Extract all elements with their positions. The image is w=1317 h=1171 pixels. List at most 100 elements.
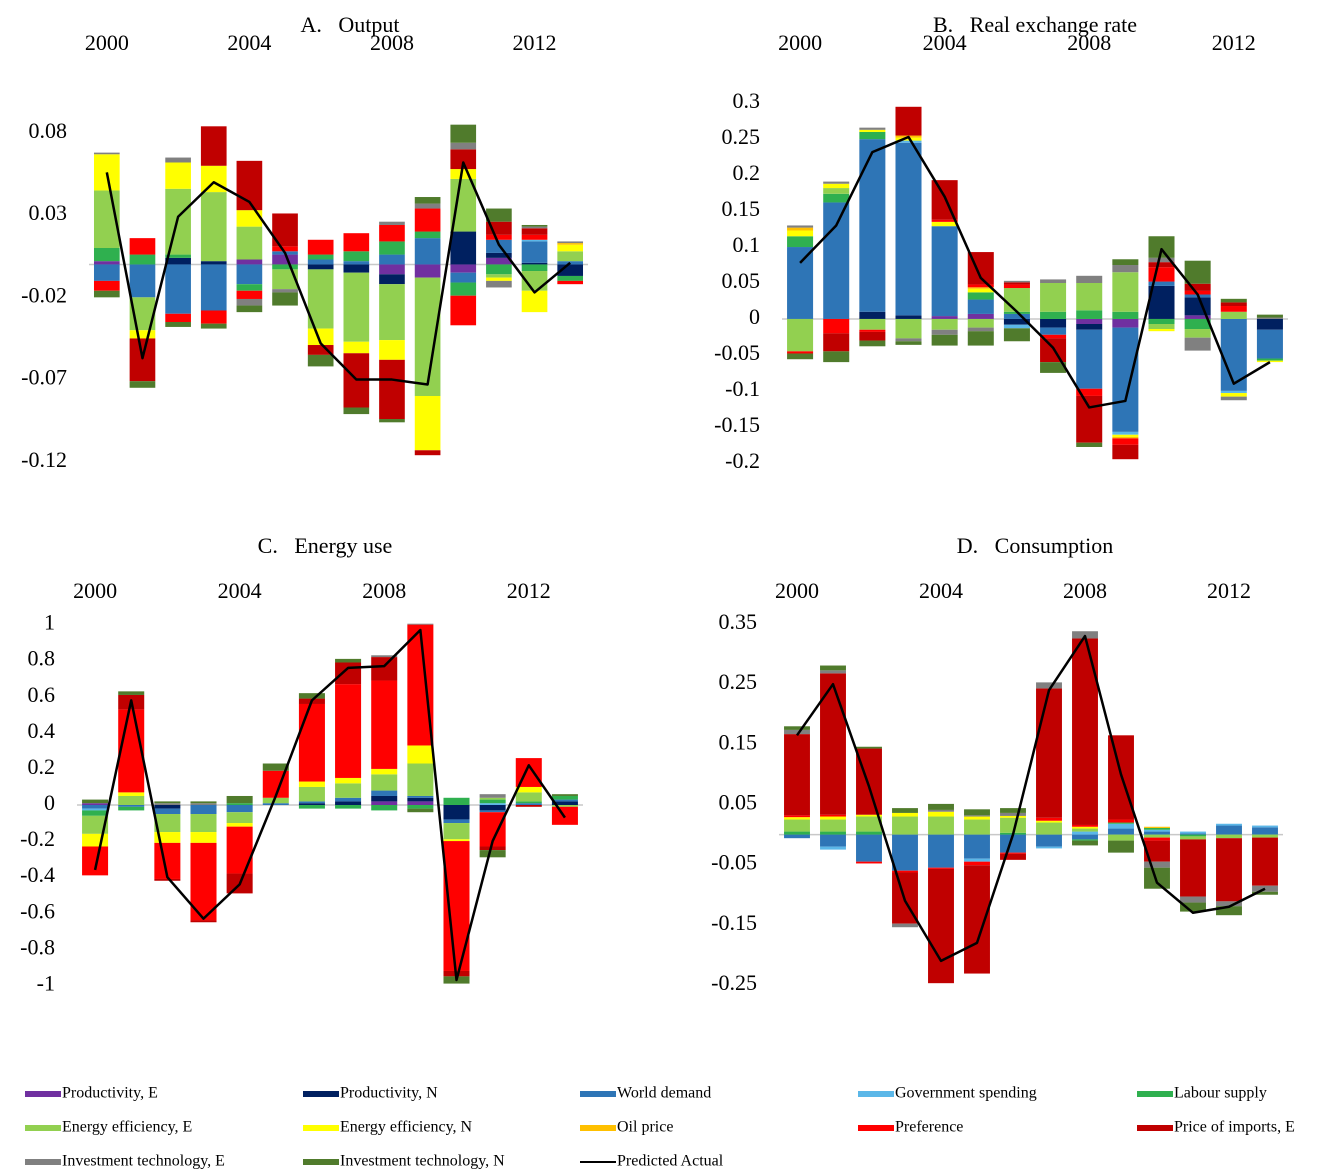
bar-segment — [1040, 327, 1067, 335]
bar-segment — [93, 248, 120, 262]
bar-segment — [371, 655, 398, 658]
legend-swatch — [303, 1159, 339, 1165]
bar-segment — [165, 157, 191, 163]
bar-segment — [895, 315, 922, 319]
bar-segment — [931, 318, 958, 330]
y-tick-label: 0.4 — [28, 718, 56, 743]
bar-segment — [1180, 839, 1206, 897]
bar-segment — [859, 311, 886, 319]
y-tick-label: 0.35 — [719, 609, 758, 634]
bar-segment — [298, 803, 325, 805]
bar-segment — [1003, 328, 1030, 342]
bar-segment — [200, 261, 227, 265]
legend-swatch — [580, 1125, 616, 1131]
bar-segment — [1112, 272, 1139, 312]
bar-segment — [967, 284, 994, 288]
bar-segment — [1108, 822, 1134, 824]
bar-segment — [928, 868, 954, 984]
bar-segment — [787, 318, 814, 352]
bar-segment — [1003, 324, 1030, 329]
bar-segment — [414, 208, 441, 232]
bar-segment — [335, 662, 362, 685]
bar-segment — [1112, 436, 1139, 439]
bar-segment — [479, 797, 506, 800]
bar-segment — [928, 834, 954, 868]
x-tick-label: 2004 — [923, 30, 967, 55]
bar-segment — [343, 264, 370, 273]
x-tick-label: 2008 — [362, 578, 406, 603]
bar-segment — [931, 316, 958, 319]
x-tick-label: 2012 — [1207, 578, 1251, 603]
bar-segment — [200, 264, 227, 311]
bar-segment — [557, 244, 584, 252]
bar-segment — [371, 680, 398, 769]
bar-segment — [1108, 840, 1134, 853]
bar-segment — [407, 795, 434, 798]
bar-segment — [486, 208, 512, 222]
bar-segment — [236, 259, 263, 265]
bar-segment — [1184, 329, 1211, 338]
bar-segment — [1040, 311, 1067, 319]
bar-segment — [859, 318, 886, 330]
bar-segment — [1180, 896, 1206, 903]
bar-segment — [82, 810, 109, 816]
bar-segment — [262, 803, 289, 805]
bar-segment — [236, 298, 263, 306]
bar-segment — [1144, 867, 1170, 889]
bar-segment — [1112, 327, 1139, 432]
bar-segment — [190, 801, 217, 804]
bar-segment — [1036, 688, 1062, 818]
bar-segment — [450, 169, 477, 179]
bar-segment — [967, 287, 994, 289]
bar-segment — [118, 792, 145, 796]
bar-segment — [379, 254, 405, 265]
bar-segment — [443, 805, 470, 820]
bar-segment — [82, 815, 109, 834]
bar-segment — [1256, 314, 1283, 318]
bar-segment — [165, 313, 191, 322]
bar-segment — [1003, 288, 1030, 312]
bar-segment — [118, 805, 145, 807]
bar-segment — [335, 805, 362, 809]
bar-segment — [1112, 311, 1139, 319]
bar-segment — [1072, 828, 1098, 832]
predicted-line — [105, 161, 571, 386]
bar-segment — [967, 318, 994, 328]
bar-segment — [379, 264, 405, 275]
bar-segment — [414, 231, 441, 239]
y-tick-label: -0.05 — [714, 340, 760, 365]
bar-segment — [272, 254, 298, 265]
bar-segment — [1040, 362, 1067, 373]
bar-segment — [1040, 338, 1067, 363]
bar-segment — [964, 861, 990, 866]
bar-segment — [190, 803, 217, 805]
bar-segment — [479, 794, 506, 798]
bar-segment — [443, 839, 470, 842]
bar-segment — [236, 264, 263, 285]
bar-segment — [486, 280, 512, 288]
bar-segment — [1180, 902, 1206, 912]
legend-swatch — [580, 1091, 616, 1097]
legend-swatch — [1137, 1091, 1173, 1097]
y-tick-label: 0.25 — [722, 124, 761, 149]
bar-segment — [820, 819, 846, 832]
bar-segment — [1220, 390, 1247, 394]
bar-segment — [820, 816, 846, 820]
y-tick-label: -0.05 — [711, 850, 757, 875]
bar-segment — [200, 310, 227, 324]
bar-segment — [551, 805, 578, 807]
bar-segment — [1108, 828, 1134, 835]
bar-segment — [931, 329, 958, 335]
bar-segment — [1108, 834, 1134, 841]
bar-segment — [335, 658, 362, 663]
bar-segment — [379, 359, 405, 420]
bar-segment — [154, 878, 181, 881]
panel-title: A. Output — [301, 12, 400, 37]
bar-segment — [820, 814, 846, 817]
bar-segment — [154, 814, 181, 833]
bar-segment — [407, 745, 434, 764]
bar-segment — [1000, 852, 1026, 854]
bar-segment — [967, 288, 994, 293]
bar-segment — [928, 811, 954, 817]
bar-segment — [1180, 836, 1206, 840]
